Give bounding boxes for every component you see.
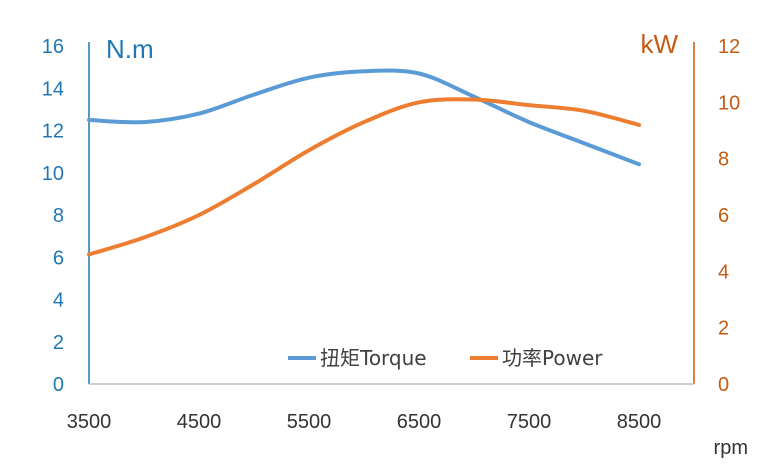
- torque-series-line: [87, 68, 641, 167]
- right-y-tick-label: 0: [718, 374, 729, 396]
- left-y-tick-label: 10: [42, 163, 64, 185]
- legend: 扭矩Torque 功率Power: [288, 346, 603, 370]
- left-y-tick-label: 16: [42, 36, 64, 58]
- right-axis-unit-label: kW: [640, 29, 678, 59]
- x-tick-label: 4500: [177, 411, 222, 433]
- right-y-tick-label: 10: [718, 92, 740, 114]
- legend-power-label: 功率Power: [502, 346, 603, 370]
- left-y-tick-labels: 0 2 4 6 8 10 12 14 16: [42, 36, 64, 396]
- left-y-tick-label: 8: [53, 205, 64, 227]
- right-y-tick-label: 8: [718, 149, 729, 171]
- x-tick-label: 5500: [287, 411, 332, 433]
- right-y-tick-label: 12: [718, 36, 740, 58]
- left-y-tick-label: 12: [42, 121, 64, 143]
- right-y-tick-label: 6: [718, 205, 729, 227]
- x-tick-label: 7500: [507, 411, 552, 433]
- power-series-line: [87, 97, 641, 257]
- x-tick-labels: 3500 4500 5500 6500 7500 8500: [67, 411, 662, 433]
- left-y-tick-label: 4: [53, 290, 64, 312]
- right-y-tick-label: 2: [718, 318, 729, 340]
- series: [87, 68, 641, 257]
- legend-torque-label: 扭矩Torque: [320, 346, 427, 370]
- left-y-tick-label: 2: [53, 332, 64, 354]
- x-tick-label: 8500: [617, 411, 662, 433]
- left-y-tick-label: 14: [42, 78, 64, 100]
- left-axis-unit-label: N.m: [106, 34, 154, 64]
- x-axis-label: rpm: [714, 437, 748, 459]
- x-tick-label: 6500: [397, 411, 442, 433]
- axes: [88, 42, 695, 385]
- right-y-tick-labels: 0 2 4 6 8 10 12: [718, 36, 740, 396]
- right-y-tick-label: 4: [718, 261, 729, 283]
- left-y-tick-label: 6: [53, 247, 64, 269]
- x-tick-label: 3500: [67, 411, 112, 433]
- left-y-tick-label: 0: [53, 374, 64, 396]
